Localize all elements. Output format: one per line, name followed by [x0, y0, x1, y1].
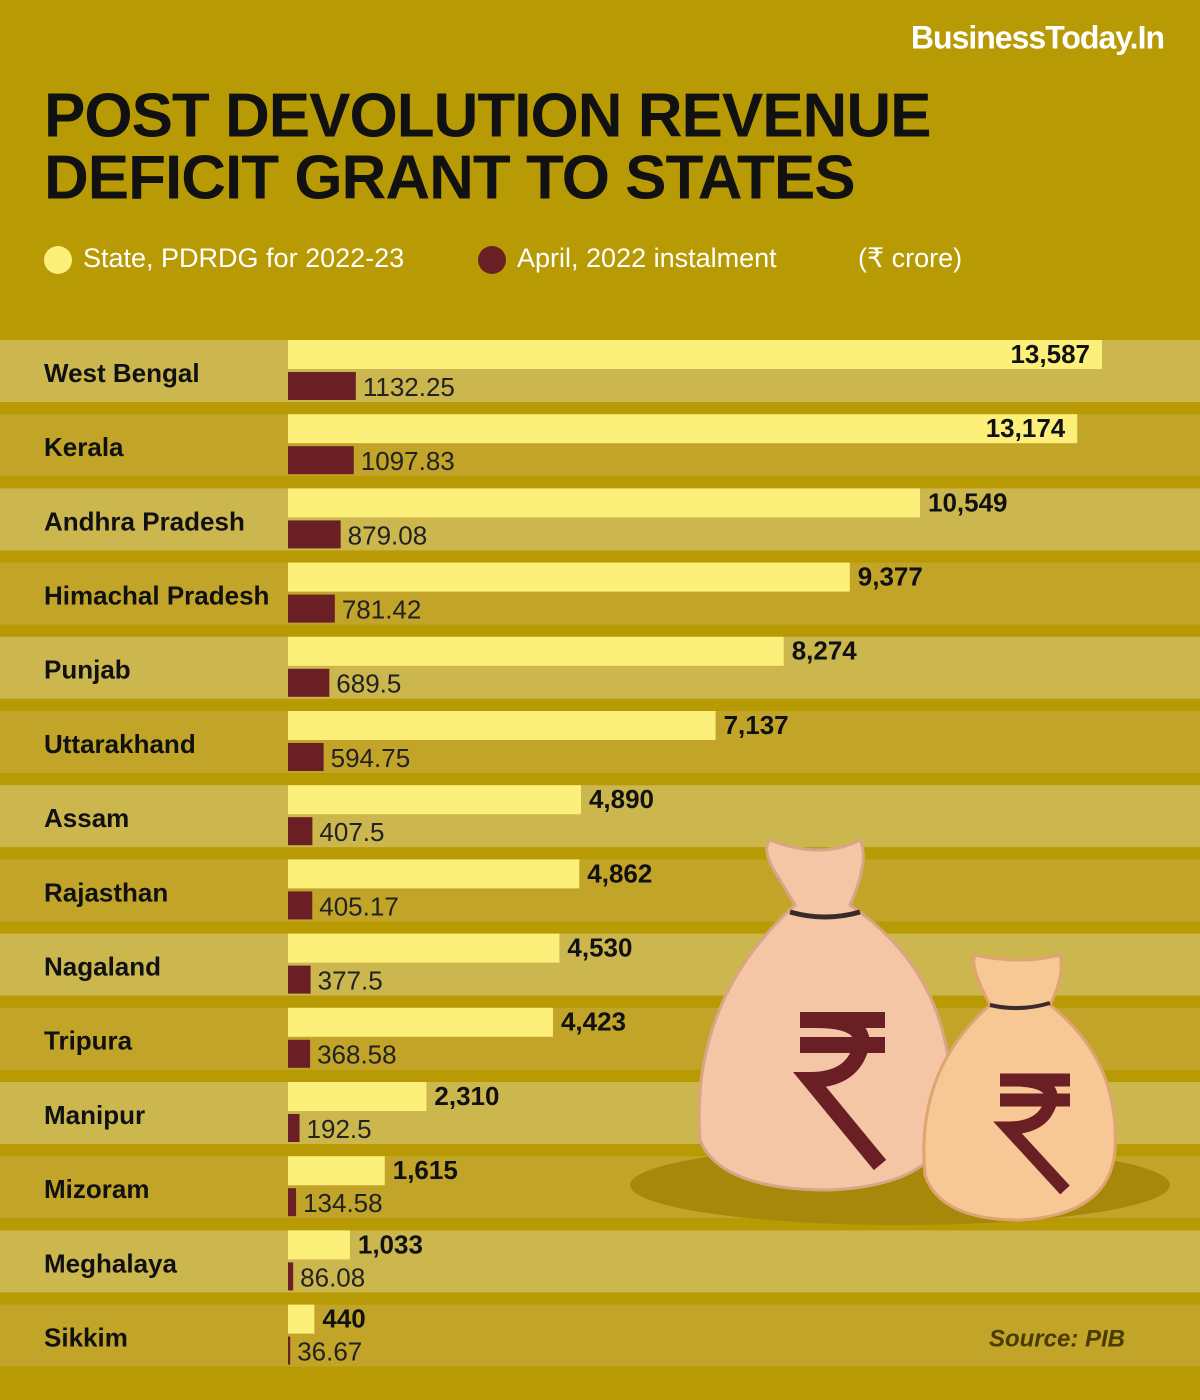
value-label: 4,890: [589, 784, 654, 814]
value-label: 36.67: [297, 1336, 362, 1366]
bag-tie: [989, 1001, 1051, 1010]
legend-label: State, PDRDG for 2022-23: [83, 243, 404, 273]
value-label: 781.42: [342, 594, 422, 624]
legend-label: April, 2022 instalment: [517, 243, 777, 273]
bar: [288, 743, 324, 771]
rupee-icon: [793, 1012, 887, 1171]
value-label: 1,615: [393, 1155, 458, 1185]
bar: [288, 859, 580, 889]
bar: [288, 1188, 297, 1217]
category-label: West Bengal: [44, 358, 200, 388]
value-label: 4,530: [567, 932, 632, 962]
value-label: 440: [322, 1303, 365, 1333]
category-label: Himachal Pradesh: [44, 580, 269, 610]
bar: [288, 414, 1078, 444]
value-label: 2,310: [434, 1081, 499, 1111]
bar: [288, 1230, 350, 1260]
value-label: 879.08: [348, 520, 428, 550]
value-label: 8,274: [792, 636, 858, 666]
legend-swatch: [478, 246, 506, 274]
value-label: 405.17: [319, 891, 399, 921]
bar: [288, 636, 784, 666]
category-label: Uttarakhand: [44, 729, 196, 759]
bar: [288, 488, 920, 518]
bar: [288, 1336, 291, 1365]
bar: [288, 1039, 311, 1068]
bar: [288, 785, 581, 815]
value-label: 13,587: [1010, 339, 1090, 369]
bars: West Bengal 13,587 1132.25 Kerala 13,174 1097…: [44, 339, 1102, 1366]
rupee-icon: [993, 1073, 1070, 1195]
row-band: [0, 785, 1200, 848]
category-label: Andhra Pradesh: [44, 506, 245, 536]
legend-swatch: [44, 246, 72, 274]
category-label: Tripura: [44, 1026, 133, 1056]
bar: [288, 520, 341, 549]
legend: State, PDRDG for 2022-23 April, 2022 inst…: [44, 243, 777, 274]
value-label: 1097.83: [361, 446, 455, 476]
bar: [288, 1007, 553, 1037]
source: Source: PIB: [989, 1325, 1125, 1352]
chart-title: POST DEVOLUTION REVENUE: [44, 81, 930, 150]
brand: BusinessToday.In: [911, 19, 1164, 55]
row-band: [0, 1304, 1200, 1367]
value-label: 10,549: [928, 487, 1008, 517]
value-label: 407.5: [319, 817, 384, 847]
bar: [288, 1082, 427, 1111]
value-label: 4,423: [561, 1007, 626, 1037]
row-band: [0, 1230, 1200, 1293]
bar: [288, 965, 311, 994]
value-label: 134.58: [303, 1188, 383, 1218]
value-label: 377.5: [318, 965, 383, 995]
category-label: Punjab: [44, 655, 131, 685]
value-label: 4,862: [587, 858, 652, 888]
bar: [288, 1156, 385, 1186]
bar: [288, 562, 850, 592]
category-label: Manipur: [44, 1100, 145, 1130]
category-label: Nagaland: [44, 951, 161, 981]
bar: [288, 891, 313, 920]
small-bag: [922, 953, 1117, 1222]
category-label: Sikkim: [44, 1322, 128, 1352]
unit-note: (₹ crore): [858, 243, 962, 273]
category-label: Mizoram: [44, 1174, 149, 1204]
money-bags: [630, 837, 1170, 1225]
value-label: 368.58: [317, 1040, 397, 1070]
category-label: Kerala: [44, 432, 124, 462]
value-label: 192.5: [307, 1114, 372, 1144]
bar: [288, 446, 354, 475]
value-label: 13,174: [986, 413, 1066, 443]
value-label: 689.5: [336, 669, 401, 699]
bar: [288, 1304, 315, 1334]
chart-title: DEFICIT GRANT TO STATES: [44, 143, 855, 212]
bar: [288, 711, 716, 740]
category-label: Meghalaya: [44, 1248, 177, 1278]
bar: [288, 933, 560, 963]
value-label: 1132.25: [363, 372, 455, 402]
category-label: Assam: [44, 803, 129, 833]
category-label: Rajasthan: [44, 877, 168, 907]
value-label: 9,377: [858, 561, 923, 591]
bar: [288, 340, 1102, 369]
bar: [288, 1114, 300, 1142]
bar: [288, 1262, 294, 1291]
row-band: [0, 859, 1200, 922]
value-label: 7,137: [724, 710, 789, 740]
bar: [288, 668, 330, 697]
bar: [288, 372, 356, 400]
bar: [288, 817, 313, 846]
bag-tie: [789, 909, 861, 920]
value-label: 86.08: [300, 1262, 365, 1292]
bar: [288, 594, 335, 623]
value-label: 594.75: [331, 743, 411, 773]
value-label: 1,033: [358, 1229, 423, 1259]
